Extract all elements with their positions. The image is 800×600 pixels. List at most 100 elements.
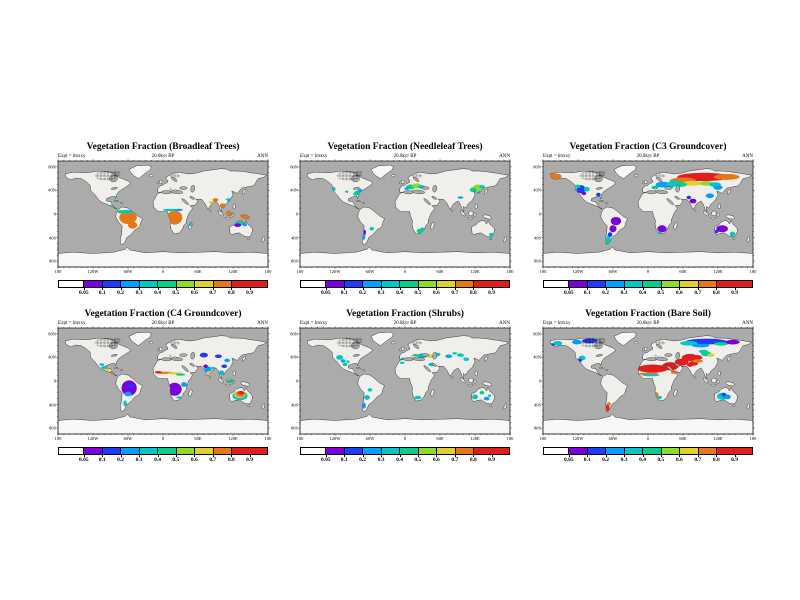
x-axis-tick-label: 0 bbox=[646, 269, 650, 274]
colorbar-tick bbox=[568, 288, 570, 290]
colorbar-tick bbox=[454, 455, 456, 457]
season-label: ANN bbox=[499, 154, 510, 159]
x-axis-labels: 180 120W 60W 0 60E 120E 180 bbox=[297, 269, 514, 275]
colorbar-segment bbox=[381, 281, 401, 287]
colorbar-labels: 0.05 0.1 0.2 0.3 0.4 0.5 0.6 0.7 0.8 0.9 bbox=[300, 457, 510, 465]
colorbar-tick bbox=[212, 288, 214, 290]
colorbar-tick bbox=[454, 288, 456, 290]
y-axis-tick-label: 80S bbox=[290, 425, 298, 431]
colorbar-tick bbox=[102, 455, 104, 457]
colorbar-tick-label: 0.5 bbox=[657, 290, 665, 296]
colorbar-tick bbox=[697, 455, 699, 457]
x-axis-tick-label: 120E bbox=[470, 269, 480, 274]
colorbar-tick-label: 0.05 bbox=[321, 457, 331, 463]
y-axis-tick-label: 0 bbox=[53, 211, 56, 217]
map-panel-3: Vegetation Fraction (C3 Groundcover) Exp… bbox=[530, 142, 756, 300]
colorbar-tick bbox=[436, 455, 438, 457]
x-axis-tick-label: 0 bbox=[646, 436, 650, 441]
y-axis-tick-label: 0 bbox=[295, 211, 298, 217]
y-axis-tick-label: 40S bbox=[290, 235, 298, 241]
colorbar-segment bbox=[139, 448, 159, 454]
colorbar-segment bbox=[569, 281, 588, 287]
colorbar-segment bbox=[455, 448, 475, 454]
x-axis-tick-label: 120W bbox=[87, 269, 99, 274]
x-axis-tick-label: 0 bbox=[403, 436, 407, 441]
y-axis-tick-label: 80N bbox=[48, 331, 56, 337]
colorbar-segment bbox=[680, 448, 699, 454]
colorbar-segment bbox=[381, 448, 401, 454]
colorbar-tick bbox=[642, 455, 644, 457]
x-axis-labels: 180 120W 60W 0 60E 120E 180 bbox=[297, 436, 514, 442]
colorbar-tick-label: 0.4 bbox=[639, 290, 646, 296]
x-axis-tick-label: 180 bbox=[264, 436, 272, 441]
colorbar-tick-label: 0.7 bbox=[209, 290, 217, 296]
y-axis-tick-label: 80N bbox=[290, 164, 298, 170]
colorbar-segment bbox=[437, 448, 456, 454]
x-axis-tick-label: 60W bbox=[123, 269, 133, 274]
y-axis-tick-label: 80N bbox=[290, 331, 298, 337]
colorbar-tick bbox=[157, 288, 159, 290]
colorbar bbox=[543, 447, 753, 455]
colorbar-tick-label: 0.1 bbox=[340, 290, 348, 296]
colorbar-tick bbox=[83, 288, 85, 290]
y-axis-tick-label: 0 bbox=[538, 378, 541, 384]
time-label: 20.0kyr BP bbox=[393, 321, 417, 326]
colorbar-tick bbox=[120, 288, 122, 290]
x-axis-tick-label: 120W bbox=[572, 436, 584, 441]
y-axis-labels: 80N 40N 0 40S 80S bbox=[530, 328, 542, 434]
colorbar-tick-label: 0.3 bbox=[135, 290, 143, 296]
colorbar-ticks bbox=[58, 455, 268, 457]
map-panel-4: Vegetation Fraction (C4 Groundcover) Exp… bbox=[45, 309, 271, 467]
y-axis-tick-label: 40N bbox=[290, 187, 298, 193]
x-axis-tick-label: 120E bbox=[470, 436, 480, 441]
colorbar-tick-label: 0.3 bbox=[135, 457, 143, 463]
colorbar-labels: 0.05 0.1 0.2 0.3 0.4 0.5 0.6 0.7 0.8 0.9 bbox=[58, 457, 268, 465]
experiment-label: Expt = lmxxy bbox=[58, 154, 86, 159]
colorbar-tick-label: 0.3 bbox=[377, 457, 385, 463]
colorbar-tick-label: 0.1 bbox=[583, 290, 591, 296]
colorbar-tick bbox=[399, 455, 401, 457]
colorbar-tick-label: 0.5 bbox=[657, 457, 665, 463]
colorbar-tick-label: 0.6 bbox=[432, 457, 440, 463]
colorbar-segment bbox=[606, 281, 625, 287]
x-axis-tick-label: 120W bbox=[87, 436, 99, 441]
x-axis-labels: 180 120W 60W 0 60E 120E 180 bbox=[540, 436, 757, 442]
time-label: 20.0kyr BP bbox=[636, 154, 660, 159]
panel-subheader: Expt = lmxxy 20.0kyr BP ANN bbox=[58, 153, 268, 160]
experiment-label: Expt = lmxxy bbox=[300, 321, 328, 326]
panel-title: Vegetation Fraction (Needleleaf Trees) bbox=[327, 142, 483, 152]
colorbar-segment bbox=[544, 281, 570, 287]
colorbar-tick bbox=[605, 455, 607, 457]
world-map-panel-4 bbox=[56, 326, 270, 436]
x-axis-tick-label: 60W bbox=[365, 436, 375, 441]
season-label: ANN bbox=[257, 154, 268, 159]
y-axis-tick-label: 40N bbox=[48, 354, 56, 360]
colorbar-ticks bbox=[543, 455, 753, 457]
colorbar-segment bbox=[455, 281, 475, 287]
colorbar-segment bbox=[643, 448, 662, 454]
colorbar-tick-label: 0.6 bbox=[675, 290, 683, 296]
colorbar-tick-label: 0.5 bbox=[172, 290, 180, 296]
x-axis-tick-label: 60E bbox=[436, 269, 444, 274]
colorbar-tick-label: 0.4 bbox=[396, 290, 403, 296]
colorbar-segment bbox=[213, 281, 233, 287]
colorbar-tick-label: 0.1 bbox=[98, 290, 106, 296]
x-axis-tick-label: 180 bbox=[749, 436, 757, 441]
colorbar-segment bbox=[158, 281, 177, 287]
panel-subheader: Expt = lmxxy 20.0kyr BP ANN bbox=[58, 320, 268, 327]
colorbar-segment bbox=[418, 448, 438, 454]
colorbar-tick-label: 0.4 bbox=[396, 457, 403, 463]
colorbar-tick-label: 0.2 bbox=[602, 290, 610, 296]
x-axis-tick-label: 60E bbox=[436, 436, 444, 441]
colorbar bbox=[58, 447, 268, 455]
colorbar-tick bbox=[660, 288, 662, 290]
colorbar-segment bbox=[344, 281, 364, 287]
colorbar bbox=[300, 280, 510, 288]
colorbar-tick-label: 0.5 bbox=[414, 290, 422, 296]
colorbar bbox=[300, 447, 510, 455]
colorbar-tick bbox=[473, 455, 475, 457]
colorbar-segment bbox=[474, 281, 509, 287]
y-axis-tick-label: 40S bbox=[48, 235, 56, 241]
world-map-panel-6 bbox=[541, 326, 755, 436]
time-label: 20.0kyr BP bbox=[393, 154, 417, 159]
